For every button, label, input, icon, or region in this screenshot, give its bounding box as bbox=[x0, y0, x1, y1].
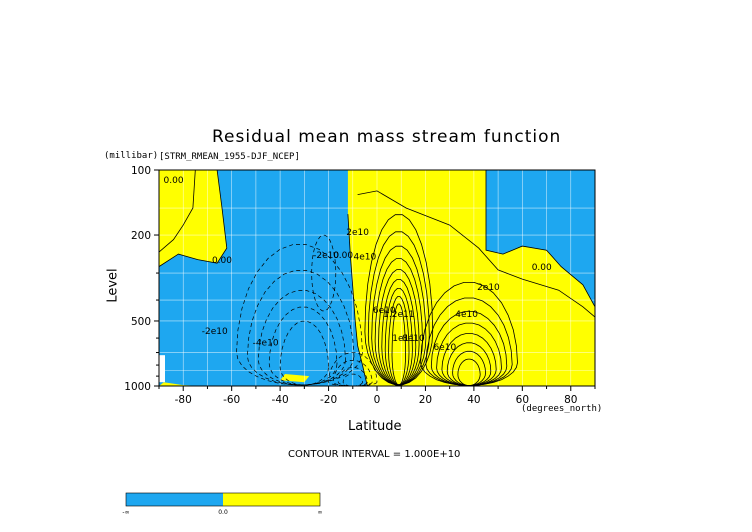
colorbar-label: ∞ bbox=[318, 509, 323, 516]
colorbar-label: 0.0 bbox=[218, 509, 228, 516]
y-tick-label: 1000 bbox=[124, 381, 151, 393]
y-ticks: 100 200 500 1000 bbox=[124, 165, 159, 393]
y-axis-label: Level bbox=[106, 268, 121, 302]
y-units: (millibar) bbox=[104, 151, 158, 161]
x-tick-label: -80 bbox=[175, 394, 192, 406]
missing-data-patch bbox=[159, 355, 165, 382]
contour-label: -4e10 bbox=[253, 339, 279, 349]
contour-label: 4e10 bbox=[354, 253, 377, 263]
contour-label: 0.00 bbox=[212, 256, 232, 266]
contour-label: 2e10 bbox=[477, 283, 500, 293]
x-tick-label: 20 bbox=[419, 394, 432, 406]
colorbar-label: -∞ bbox=[122, 509, 129, 516]
colorbar-negative bbox=[126, 493, 223, 506]
y-tick-label: 100 bbox=[131, 165, 151, 177]
contour-interval-label: CONTOUR INTERVAL = 1.000E+10 bbox=[288, 449, 460, 460]
contour-label: 8e10 bbox=[402, 334, 425, 344]
x-tick-label: -40 bbox=[272, 394, 289, 406]
contour-label: 6e10 bbox=[433, 343, 456, 353]
x-axis-label: Latitude bbox=[348, 419, 402, 434]
x-units: (degrees_north) bbox=[521, 404, 602, 414]
contour-label: 0.00 bbox=[164, 176, 184, 186]
colorbar: -∞ 0.0 ∞ bbox=[122, 493, 322, 516]
contour-label: 2e10 bbox=[346, 228, 369, 238]
y-tick-label: 500 bbox=[131, 316, 151, 328]
x-tick-label: 0 bbox=[374, 394, 381, 406]
colorbar-positive bbox=[223, 493, 320, 506]
contour-label: 0.00 bbox=[333, 251, 353, 261]
chart-title: Residual mean mass stream function bbox=[212, 127, 561, 147]
x-tick-label: 40 bbox=[467, 394, 480, 406]
chart-subtitle: [STRM_RMEAN_1955-DJF_NCEP] bbox=[159, 152, 300, 162]
contour-label: 0.00 bbox=[532, 263, 552, 273]
x-tick-label: -60 bbox=[223, 394, 240, 406]
y-tick-label: 200 bbox=[131, 230, 151, 242]
contour-label: 1.2e11 bbox=[383, 310, 414, 320]
x-ticks: -80 -60 -40 -20 0 20 40 60 80 bbox=[159, 386, 595, 406]
x-tick-label: -20 bbox=[320, 394, 337, 406]
contour-label: 4e10 bbox=[455, 310, 478, 320]
contour-label: -2e10 bbox=[202, 327, 228, 337]
